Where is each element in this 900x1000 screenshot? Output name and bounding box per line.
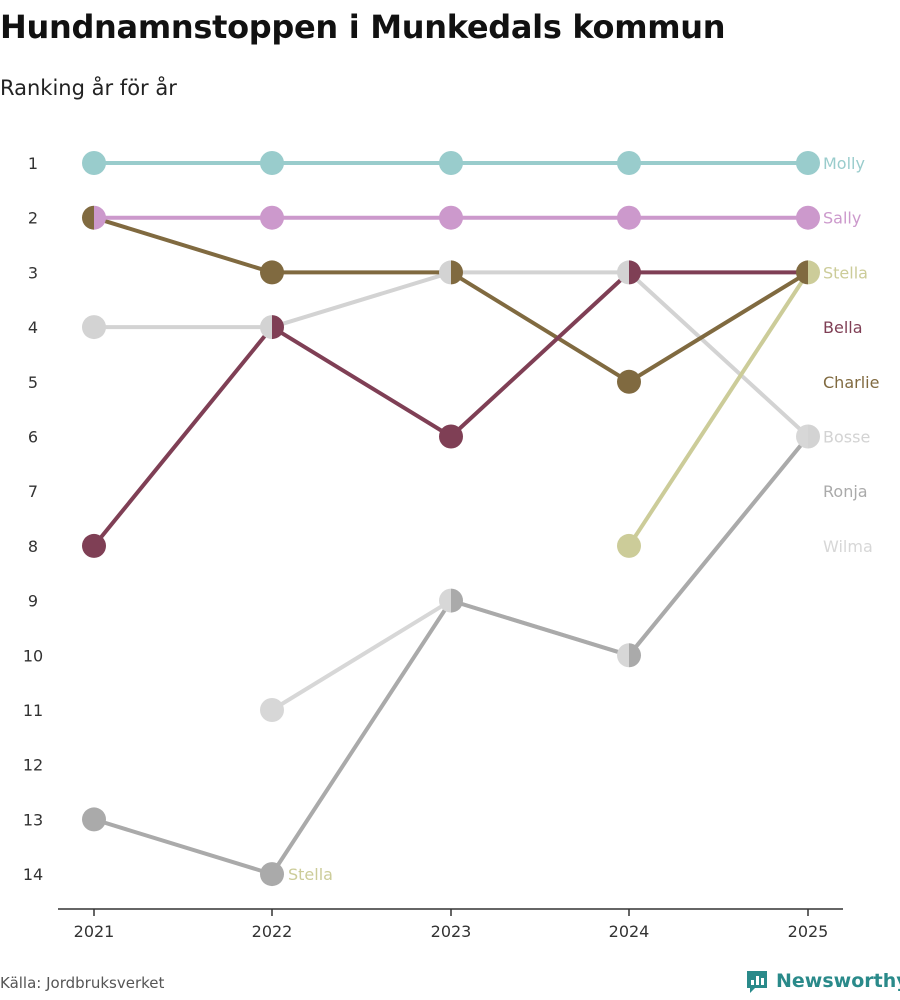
y-tick-label: 10: [23, 646, 43, 665]
y-tick-label: 9: [28, 592, 38, 611]
marker-ronja: [451, 588, 464, 613]
y-tick-label: 2: [28, 209, 38, 228]
marker-wilma: [439, 588, 451, 613]
marker-bella: [272, 315, 284, 340]
brand-logo: Newsworthy: [744, 968, 900, 994]
y-tick-label: 7: [28, 482, 38, 501]
marker-sally: [94, 205, 107, 230]
marker-bosse: [808, 424, 820, 449]
marker-sally: [796, 205, 820, 230]
series-line-bella: [92, 270, 808, 548]
series-label-wilma: Wilma: [823, 537, 873, 556]
marker-bosse: [439, 260, 451, 285]
series-line-stella: [627, 271, 810, 547]
marker-charlie: [617, 369, 641, 394]
series-line-charlie: [93, 215, 810, 384]
y-tick-label: 11: [23, 701, 43, 720]
marker-molly: [796, 151, 820, 175]
series-label-stella: Stella: [823, 263, 868, 282]
series-label-ronja: Ronja: [823, 482, 868, 501]
marker-molly: [82, 151, 106, 175]
chart-title: Hundnamnstoppen i Munkedals kommun: [0, 8, 726, 46]
y-tick-label: 4: [28, 318, 38, 337]
marker-ronja: [82, 807, 106, 832]
marker-charlie: [796, 260, 808, 285]
y-tick-label: 6: [28, 428, 38, 447]
marker-molly: [617, 151, 641, 175]
x-tick-label: 2023: [431, 922, 472, 941]
series-line-ronja: [93, 435, 810, 877]
series-label-bella: Bella: [823, 318, 863, 337]
marker-sally: [260, 205, 284, 230]
marker-wilma: [617, 643, 629, 668]
series-label-sally: Sally: [823, 209, 861, 228]
marker-bosse: [82, 315, 106, 340]
marker-bella: [629, 260, 641, 285]
marker-bosse: [260, 315, 272, 340]
series-label-molly: Molly: [823, 154, 865, 173]
marker-sally: [617, 205, 641, 230]
marker-wilma: [796, 424, 808, 449]
marker-sally: [439, 205, 463, 230]
marker-stella: [617, 533, 641, 558]
marker-charlie: [260, 260, 284, 285]
x-tick-label: 2025: [788, 922, 829, 941]
annotation-label: Stella: [288, 865, 333, 884]
y-tick-label: 14: [23, 865, 43, 884]
x-tick-label: 2021: [74, 922, 115, 941]
y-tick-label: 12: [23, 756, 43, 775]
series-label-bosse: Bosse: [823, 428, 870, 447]
series-label-charlie: Charlie: [823, 373, 879, 392]
brand-name: Newsworthy: [776, 970, 900, 992]
marker-bella: [439, 424, 463, 449]
marker-bella: [82, 533, 106, 558]
marker-bosse: [617, 260, 629, 285]
marker-molly: [260, 151, 284, 175]
marker-wilma: [260, 698, 284, 722]
x-tick-label: 2024: [609, 922, 650, 941]
x-tick-label: 2022: [252, 922, 293, 941]
marker-ronja: [629, 643, 641, 668]
y-tick-label: 1: [28, 154, 38, 173]
marker-stella: [808, 260, 820, 285]
marker-charlie: [451, 260, 464, 285]
chart-subtitle: Ranking år för år: [0, 76, 177, 100]
marker-molly: [439, 151, 463, 175]
series-line-wilma: [270, 435, 810, 712]
y-tick-label: 8: [28, 537, 38, 556]
y-tick-label: 5: [28, 373, 38, 392]
bar-chart-icon: [747, 971, 767, 993]
source-note: Källa: Jordbruksverket: [0, 974, 165, 992]
y-tick-label: 3: [28, 263, 38, 282]
y-tick-label: 13: [23, 810, 43, 829]
marker-ronja: [260, 862, 284, 887]
marker-charlie: [82, 205, 94, 230]
